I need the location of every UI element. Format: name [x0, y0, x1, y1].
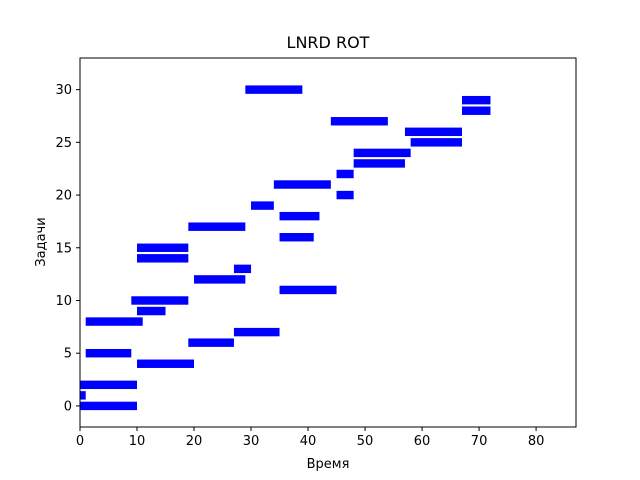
task-bar-27 [330, 117, 388, 126]
y-tick-label: 15 [55, 241, 72, 256]
y-axis-label: Задачи [34, 217, 49, 266]
task-bar-5 [85, 348, 132, 358]
chart-title: LNRD ROT [287, 33, 370, 52]
task-bar-2 [80, 380, 138, 390]
y-axis-ticks: 0 5 10 15 20 25 30 [55, 83, 80, 414]
x-tick-label: 10 [129, 434, 146, 449]
task-bar-4 [137, 359, 195, 368]
task-bar-20 [336, 190, 354, 200]
task-bar-25 [410, 138, 462, 147]
task-bar-19 [251, 201, 274, 210]
task-bar-13 [233, 264, 252, 274]
task-bar-16 [279, 233, 314, 242]
y-tick-label: 0 [64, 399, 72, 414]
x-tick-label: 50 [357, 434, 374, 449]
x-tick-label: 60 [414, 434, 431, 449]
task-bar-7 [233, 327, 280, 337]
task-bar-21 [273, 180, 331, 189]
bars-layer [80, 85, 491, 411]
plot-frame [79, 57, 577, 428]
task-bar-0 [80, 401, 138, 411]
y-tick-label: 30 [55, 83, 72, 98]
task-bar-24 [353, 148, 411, 158]
task-bar-26 [404, 127, 462, 137]
task-bar-22 [336, 169, 354, 179]
task-bar-1 [80, 391, 86, 400]
x-tick-label: 30 [243, 434, 260, 449]
task-bar-8 [85, 317, 143, 326]
x-tick-label: 70 [471, 434, 488, 449]
x-tick-label: 0 [76, 434, 84, 449]
task-bar-28 [461, 106, 491, 115]
task-bar-9 [137, 306, 166, 316]
task-bar-11 [279, 285, 337, 295]
task-bar-12 [194, 275, 246, 284]
task-bar-18 [279, 211, 320, 221]
x-axis-label: Время [307, 457, 350, 472]
task-bar-29 [461, 95, 491, 105]
y-tick-label: 20 [55, 189, 72, 204]
y-tick-label: 10 [55, 294, 72, 309]
x-tick-label: 80 [528, 434, 545, 449]
task-bar-14 [137, 254, 189, 263]
task-bar-10 [131, 296, 189, 305]
x-tick-label: 40 [300, 434, 317, 449]
x-axis-ticks: 0 10 20 30 40 50 60 70 80 [76, 427, 545, 449]
y-tick-label: 25 [55, 136, 72, 151]
task-bar-23 [353, 159, 405, 168]
task-bar-15 [137, 243, 189, 252]
x-tick-label: 20 [186, 434, 203, 449]
task-bar-6 [188, 338, 234, 347]
task-bar-30 [245, 85, 303, 94]
task-bar-17 [188, 222, 246, 231]
y-tick-label: 5 [64, 347, 72, 362]
